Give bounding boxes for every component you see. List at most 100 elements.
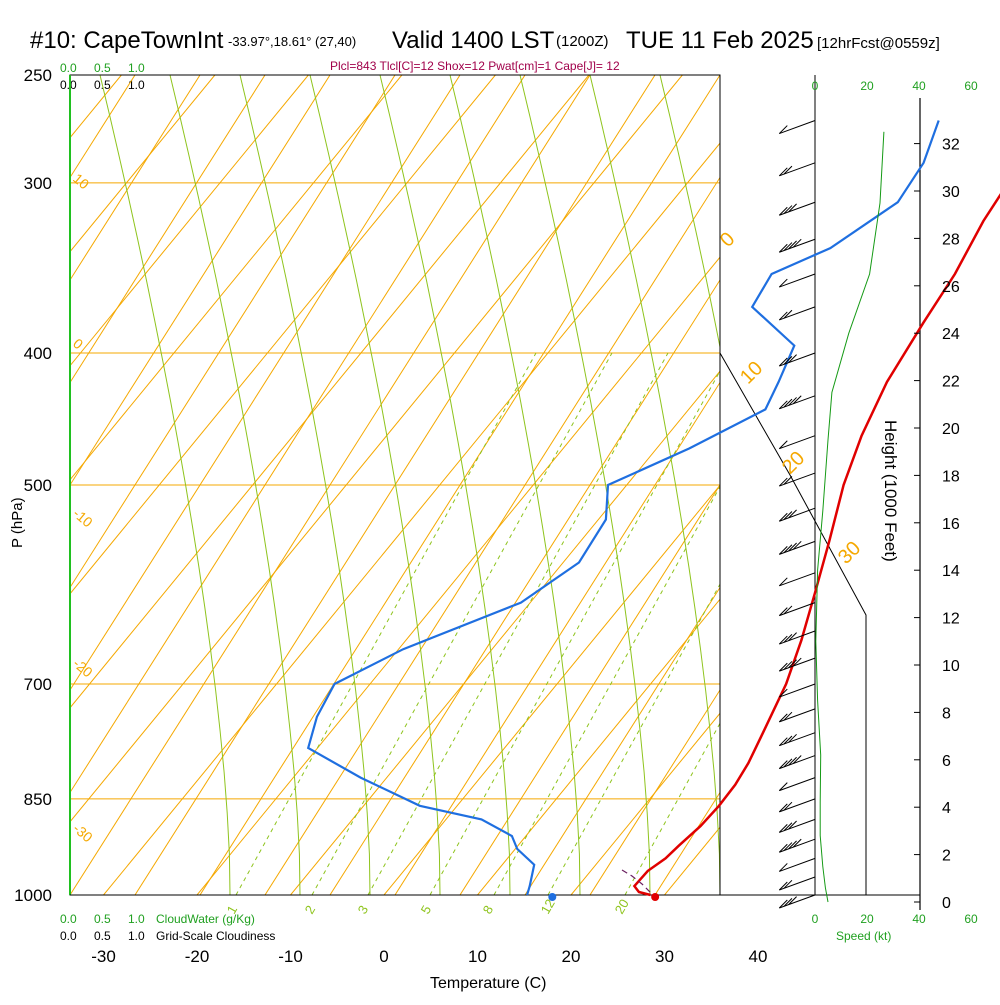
- wind-barb: [779, 756, 815, 769]
- wind-barb: [779, 839, 815, 852]
- height-tick-2: 2: [942, 848, 951, 865]
- mixing-ratio-line: [548, 353, 848, 895]
- height-tick-6: 6: [942, 753, 951, 770]
- height-tick-14: 14: [942, 563, 960, 580]
- wind-barb: [779, 508, 815, 521]
- plot-area: [0, 75, 1000, 895]
- forecast-label: [12hrFcst@0559z]: [817, 35, 940, 52]
- speed-axis-title: Speed (kt): [836, 929, 891, 943]
- height-tick-0: 0: [942, 895, 951, 912]
- height-tick-18: 18: [942, 468, 960, 485]
- station-title: #10: CapeTownInt: [30, 27, 224, 54]
- cloud-tick-green-0: 0.0: [60, 61, 77, 75]
- cloud-tick-bottom-green-1: 0.5: [94, 912, 111, 926]
- isotherm-label: -30: [70, 820, 96, 845]
- height-wind-profile: [816, 132, 884, 902]
- barb-shaft: [779, 573, 815, 586]
- temperature-tick--10: -10: [278, 947, 303, 966]
- pressure-tick-700: 700: [24, 675, 52, 694]
- mixing-ratio-label: 2: [302, 903, 319, 917]
- mixing-ratio-label: 8: [480, 903, 497, 917]
- height-tick-24: 24: [942, 326, 960, 343]
- valid-time: Valid 1400 LST: [392, 27, 555, 54]
- wind-barb: [779, 353, 815, 366]
- wind-barb: [779, 895, 815, 908]
- dry-adiabat: [850, 75, 1000, 895]
- isotherm-label: 0: [70, 335, 86, 352]
- wind-barb: [779, 202, 815, 215]
- height-tick-26: 26: [942, 279, 960, 296]
- temperature-tick-0: 0: [379, 947, 388, 966]
- pressure-tick-250: 250: [24, 66, 52, 85]
- isotherm-line: [852, 75, 1000, 895]
- isotherm-label-right: 0: [716, 228, 739, 251]
- mixing-ratio-line: [430, 353, 730, 895]
- wind-barb: [779, 709, 815, 722]
- pressure-tick-300: 300: [24, 174, 52, 193]
- barb-shaft: [779, 121, 815, 134]
- height-tick-10: 10: [942, 658, 960, 675]
- cloud-tick-bottom-green-0: 0.0: [60, 912, 77, 926]
- speed-tick-40: 40: [912, 912, 926, 926]
- temperature-tick--30: -30: [91, 947, 116, 966]
- isotherm-label: -20: [70, 655, 96, 680]
- mixing-ratio-line: [236, 353, 536, 895]
- height-tick-30: 30: [942, 184, 960, 201]
- height-tick-12: 12: [942, 611, 960, 628]
- temperature-tick-40: 40: [749, 947, 768, 966]
- wind-barb: [779, 573, 815, 586]
- wind-barb: [779, 858, 815, 871]
- barb-shaft: [779, 436, 815, 449]
- cloud-tick-bottom-black-1: 0.5: [94, 929, 111, 943]
- temperature-tick-30: 30: [655, 947, 674, 966]
- height-axis-title: Height (1000 Feet): [881, 420, 900, 562]
- mixing-ratio-label: 5: [418, 903, 435, 917]
- wind-barbs: [779, 121, 815, 909]
- wind-barb: [779, 307, 815, 320]
- mixing-ratio-line: [494, 353, 794, 895]
- height-tick-8: 8: [942, 705, 951, 722]
- speed-tick-0: 0: [812, 79, 819, 93]
- wind-barb: [779, 239, 815, 252]
- height-tick-16: 16: [942, 516, 960, 533]
- cloud-tick-green-2: 1.0: [128, 61, 145, 75]
- grid-cloudiness-label: Grid-Scale Cloudiness: [156, 929, 275, 943]
- isotherm-line: [758, 75, 1000, 895]
- mixing-ratio-label: 20: [612, 896, 632, 916]
- dewpoint-line: [308, 121, 939, 896]
- wind-barb: [779, 541, 815, 554]
- cloud-tick-bottom-green-2: 1.0: [128, 912, 145, 926]
- pressure-tick-1000: 1000: [14, 886, 52, 905]
- cloud-tick-green-1: 0.5: [94, 61, 111, 75]
- cloud-tick-black-0: 0.0: [60, 78, 77, 92]
- temperature-line: [634, 110, 1000, 896]
- wind-barb: [779, 733, 815, 746]
- wind-barb: [779, 274, 815, 287]
- wind-barb: [779, 819, 815, 832]
- pressure-axis-title: P (hPa): [9, 497, 26, 548]
- utc-time: (1200Z): [556, 33, 609, 50]
- wind-barb: [779, 436, 815, 449]
- diagram-grid: [0, 75, 1000, 910]
- height-tick-32: 32: [942, 137, 960, 154]
- isotherm-label-right: 10: [736, 357, 767, 388]
- isotherm-label-right: 20: [778, 447, 809, 478]
- speed-tick-20: 20: [860, 79, 874, 93]
- surface-temperature-marker: [651, 893, 659, 901]
- barb-shaft: [779, 858, 815, 871]
- isotherm-label: -10: [70, 505, 96, 530]
- speed-tick-20: 20: [860, 912, 874, 926]
- height-tick-22: 22: [942, 374, 960, 391]
- temperature-axis-title: Temperature (C): [430, 975, 546, 992]
- wind-barb: [779, 473, 815, 486]
- wind-barb: [779, 778, 815, 791]
- barb-shaft: [779, 778, 815, 791]
- temperature-tick-10: 10: [468, 947, 487, 966]
- height-tick-28: 28: [942, 231, 960, 248]
- cloud-tick-bottom-black-2: 1.0: [128, 929, 145, 943]
- cloud-tick-bottom-black-0: 0.0: [60, 929, 77, 943]
- barb-shaft: [779, 274, 815, 287]
- pressure-tick-500: 500: [24, 476, 52, 495]
